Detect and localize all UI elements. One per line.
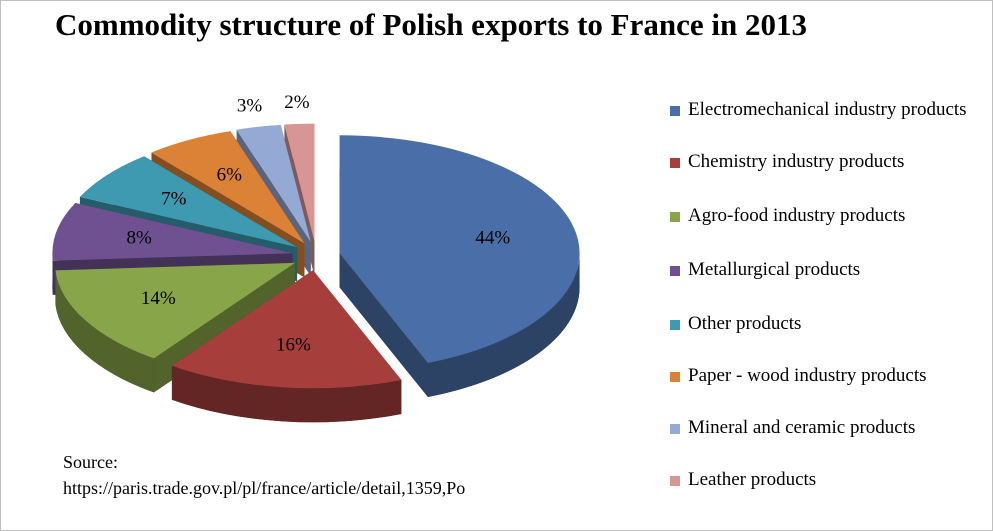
legend-label: Chemistry industry products <box>688 151 905 172</box>
annotation: Source: <box>63 452 118 472</box>
legend-swatch <box>670 372 680 382</box>
legend-item: Electromechanical industry products <box>666 99 986 121</box>
slice <box>339 135 580 398</box>
data-label: 16% <box>276 335 311 356</box>
data-label: 2% <box>284 92 310 113</box>
legend-swatch <box>670 266 680 276</box>
legend-swatch <box>670 158 680 168</box>
legend-swatch <box>670 320 680 330</box>
legend-item: Paper - wood industry products <box>666 365 986 387</box>
data-label: 7% <box>161 189 187 210</box>
pie-area: 44% 16% 14% 8% 7% 6% 3% 2% <box>52 92 580 423</box>
legend-label: Agro-food industry products <box>688 205 906 226</box>
legend-label: Electromechanical industry products <box>688 99 967 120</box>
slice <box>171 270 402 423</box>
legend-item: Agro-food industry products <box>666 205 986 227</box>
chart-title: Commodity structure of Polish exports to… <box>55 7 807 42</box>
annotation: https://paris.trade.gov.pl/pl/france/art… <box>63 478 466 498</box>
slice-top <box>171 270 402 389</box>
legend-swatch <box>670 106 680 116</box>
slice-top <box>339 135 580 364</box>
legend-label: Metallurgical products <box>688 259 861 280</box>
slice-top <box>236 124 311 242</box>
slice-top <box>52 203 293 261</box>
legend-item: Other products <box>666 313 986 335</box>
slice-side <box>339 253 428 398</box>
data-label: 6% <box>217 165 243 186</box>
legend-item: Metallurgical products <box>666 259 986 281</box>
data-label: 3% <box>237 96 263 117</box>
legend-swatch <box>670 476 680 486</box>
slice-wall <box>171 365 402 423</box>
slice-wall <box>427 253 580 398</box>
legend-item: Chemistry industry products <box>666 151 986 173</box>
legend-item: Mineral and ceramic products <box>666 417 986 439</box>
legend-label: Mineral and ceramic products <box>688 417 916 438</box>
data-label: 14% <box>141 288 176 309</box>
data-label: 44% <box>475 227 510 248</box>
slice-top <box>151 131 305 244</box>
slice-wall <box>55 270 154 393</box>
slice-top <box>284 123 315 242</box>
source-note: Source: https://paris.trade.gov.pl/pl/fr… <box>63 449 465 501</box>
data-label: 8% <box>127 227 153 248</box>
legend-item: Leather products <box>666 469 986 491</box>
legend-label: Paper - wood industry products <box>688 365 927 386</box>
slice-top <box>55 262 295 359</box>
slice-top <box>79 156 298 248</box>
legend-swatch <box>670 212 680 222</box>
legend-label: Leather products <box>688 469 817 490</box>
legend-label: Other products <box>688 313 802 334</box>
legend-swatch <box>670 424 680 434</box>
